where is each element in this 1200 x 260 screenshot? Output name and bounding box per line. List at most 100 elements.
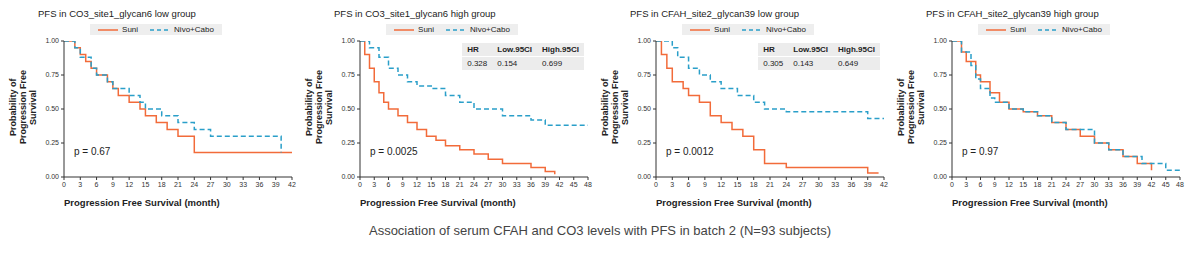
svg-text:1.00: 1.00 xyxy=(45,37,59,44)
svg-text:9: 9 xyxy=(111,181,115,188)
svg-text:27: 27 xyxy=(799,181,807,188)
html-text:PFS in CO3_site1_glycan6 low g: PFS in CO3_site1_glycan6 low group xyxy=(38,8,196,19)
svg-text:42: 42 xyxy=(880,181,888,188)
svg-text:12: 12 xyxy=(1005,181,1013,188)
html-text:PFS in CO3_site1_glycan6 high: PFS in CO3_site1_glycan6 high group xyxy=(334,8,496,19)
svg-text:18: 18 xyxy=(158,181,166,188)
svg-text:33: 33 xyxy=(239,181,247,188)
svg-text:1.00: 1.00 xyxy=(341,37,355,44)
svg-text:36: 36 xyxy=(527,181,535,188)
html-text:Progression Free Survival (mon: Progression Free Survival (month) xyxy=(656,197,812,208)
svg-text:0.50: 0.50 xyxy=(637,105,651,112)
svg-text:9: 9 xyxy=(703,181,707,188)
svg-text:24: 24 xyxy=(470,181,478,188)
svg-text:3: 3 xyxy=(372,181,376,188)
svg-text:21: 21 xyxy=(1048,181,1056,188)
svg-text:36: 36 xyxy=(1119,181,1127,188)
svg-text:0.75: 0.75 xyxy=(637,71,651,78)
svg-text:0: 0 xyxy=(950,181,954,188)
svg-text:39: 39 xyxy=(541,181,549,188)
svg-text:1.00: 1.00 xyxy=(933,37,947,44)
svg-text:21: 21 xyxy=(174,181,182,188)
html-text:PFS in CFAH_site2_glycan39 hig: PFS in CFAH_site2_glycan39 high group xyxy=(926,8,1099,19)
svg-text:24: 24 xyxy=(782,181,790,188)
svg-text:0.00: 0.00 xyxy=(341,173,355,180)
html-text:Probability of Progression Fre: Probability of Progression Free Survival xyxy=(304,70,334,144)
svg-text:39: 39 xyxy=(272,181,280,188)
svg-text:48: 48 xyxy=(584,181,592,188)
svg-text:0.75: 0.75 xyxy=(45,71,59,78)
svg-text:30: 30 xyxy=(223,181,231,188)
svg-text:6: 6 xyxy=(95,181,99,188)
svg-text:18: 18 xyxy=(1034,181,1042,188)
svg-text:15: 15 xyxy=(427,181,435,188)
svg-text:24: 24 xyxy=(1062,181,1070,188)
html-text:Association of serum CFAH and: Association of serum CFAH and CO3 levels… xyxy=(369,223,831,238)
svg-text:30: 30 xyxy=(499,181,507,188)
html-text:PFS in CFAH_site2_glycan39 low: PFS in CFAH_site2_glycan39 low group xyxy=(630,8,799,19)
html-text:Progression Free Survival (mon: Progression Free Survival (month) xyxy=(360,197,516,208)
svg-text:3: 3 xyxy=(78,181,82,188)
svg-text:24: 24 xyxy=(190,181,198,188)
svg-text:0: 0 xyxy=(358,181,362,188)
svg-text:21: 21 xyxy=(766,181,774,188)
svg-text:33: 33 xyxy=(831,181,839,188)
html-text:p = 0.0025: p = 0.0025 xyxy=(370,146,418,157)
svg-text:3: 3 xyxy=(964,181,968,188)
svg-text:45: 45 xyxy=(1162,181,1170,188)
html-text:p = 0.0012: p = 0.0012 xyxy=(666,146,714,157)
svg-text:0.00: 0.00 xyxy=(45,173,59,180)
svg-text:42: 42 xyxy=(556,181,564,188)
html-text:Probability of Progression Fre: Probability of Progression Free Survival xyxy=(8,70,38,144)
svg-text:15: 15 xyxy=(1019,181,1027,188)
svg-text:39: 39 xyxy=(1133,181,1141,188)
svg-text:45: 45 xyxy=(570,181,578,188)
svg-text:15: 15 xyxy=(734,181,742,188)
html-text:Probability of Progression Fre: Probability of Progression Free Survival xyxy=(600,70,630,144)
svg-text:0.00: 0.00 xyxy=(637,173,651,180)
svg-text:6: 6 xyxy=(687,181,691,188)
svg-text:12: 12 xyxy=(413,181,421,188)
svg-text:6: 6 xyxy=(979,181,983,188)
svg-text:0.50: 0.50 xyxy=(933,105,947,112)
svg-text:0.75: 0.75 xyxy=(933,71,947,78)
svg-text:12: 12 xyxy=(717,181,725,188)
svg-text:0: 0 xyxy=(62,181,66,188)
html-text:p = 0.67: p = 0.67 xyxy=(74,146,111,157)
svg-text:9: 9 xyxy=(993,181,997,188)
html-text:p = 0.97: p = 0.97 xyxy=(962,146,999,157)
svg-text:0.75: 0.75 xyxy=(341,71,355,78)
svg-text:48: 48 xyxy=(1176,181,1184,188)
svg-text:27: 27 xyxy=(484,181,492,188)
svg-text:18: 18 xyxy=(750,181,758,188)
svg-text:27: 27 xyxy=(207,181,215,188)
svg-text:39: 39 xyxy=(864,181,872,188)
svg-text:0.25: 0.25 xyxy=(637,139,651,146)
svg-text:36: 36 xyxy=(848,181,856,188)
svg-text:0.25: 0.25 xyxy=(933,139,947,146)
svg-text:18: 18 xyxy=(442,181,450,188)
svg-text:15: 15 xyxy=(142,181,150,188)
svg-text:0.25: 0.25 xyxy=(45,139,59,146)
svg-text:30: 30 xyxy=(1091,181,1099,188)
svg-text:33: 33 xyxy=(513,181,521,188)
html-text:Progression Free Survival (mon: Progression Free Survival (month) xyxy=(64,197,220,208)
svg-text:0: 0 xyxy=(654,181,658,188)
svg-text:12: 12 xyxy=(125,181,133,188)
svg-text:36: 36 xyxy=(256,181,264,188)
svg-text:42: 42 xyxy=(288,181,296,188)
svg-text:1.00: 1.00 xyxy=(637,37,651,44)
svg-text:30: 30 xyxy=(815,181,823,188)
svg-text:9: 9 xyxy=(401,181,405,188)
html-text:Probability of Progression Fre: Probability of Progression Free Survival xyxy=(896,70,926,144)
svg-text:0.50: 0.50 xyxy=(45,105,59,112)
svg-text:21: 21 xyxy=(456,181,464,188)
svg-text:27: 27 xyxy=(1076,181,1084,188)
svg-text:0.50: 0.50 xyxy=(341,105,355,112)
svg-text:0.25: 0.25 xyxy=(341,139,355,146)
svg-text:0.00: 0.00 xyxy=(933,173,947,180)
svg-text:33: 33 xyxy=(1105,181,1113,188)
svg-text:3: 3 xyxy=(670,181,674,188)
svg-text:42: 42 xyxy=(1148,181,1156,188)
svg-text:6: 6 xyxy=(387,181,391,188)
